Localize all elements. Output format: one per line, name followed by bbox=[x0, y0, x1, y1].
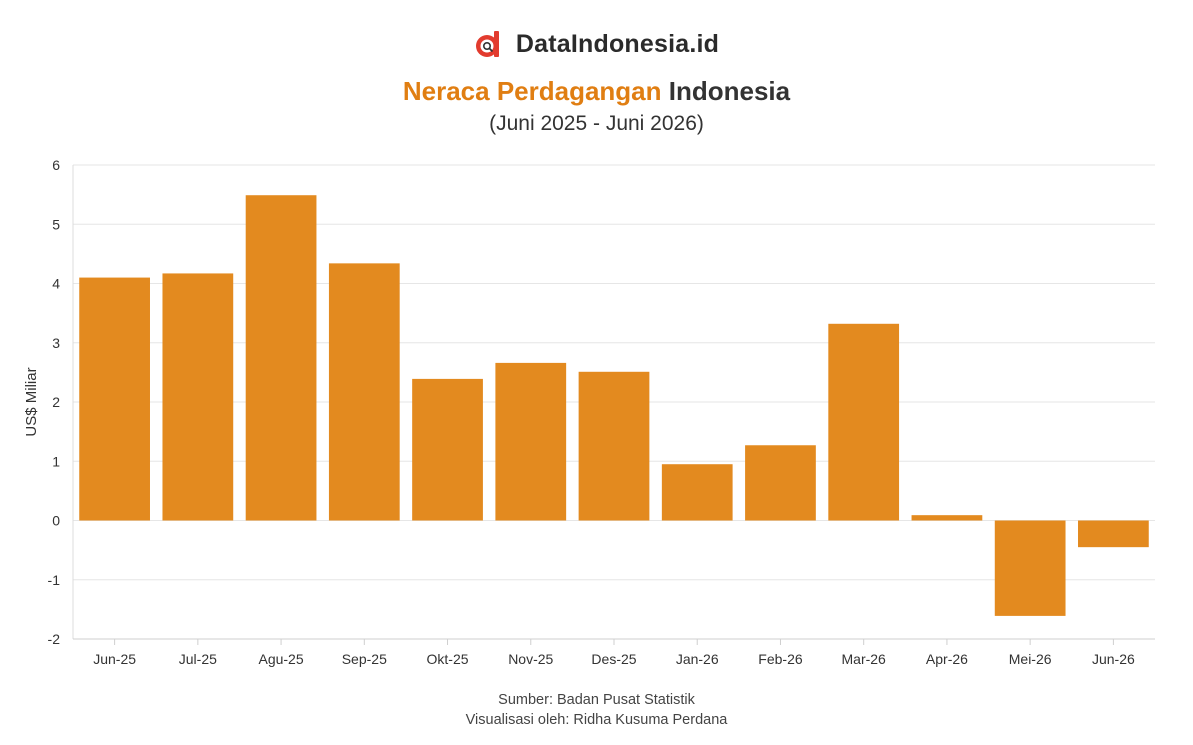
bar-jul-25 bbox=[162, 273, 234, 521]
bar-mei-26 bbox=[994, 520, 1066, 616]
chart-subtitle: (Juni 2025 - Juni 2026) bbox=[489, 112, 704, 135]
x-tick-label: Jun-26 bbox=[1092, 651, 1135, 667]
bar-okt-25 bbox=[412, 378, 483, 521]
bar-des-25 bbox=[578, 371, 650, 521]
x-tick-label: Okt-25 bbox=[427, 651, 469, 667]
x-tick-label: Des-25 bbox=[591, 651, 636, 667]
bar-jun-25 bbox=[79, 277, 150, 521]
chart-title-accent: Neraca Perdagangan bbox=[402, 76, 662, 106]
bar-jan-26 bbox=[661, 464, 733, 521]
y-tick-label: 0 bbox=[52, 513, 60, 529]
x-tick-label: Jul-25 bbox=[179, 651, 217, 667]
x-tick-label: Apr-26 bbox=[926, 651, 968, 667]
y-axis-label: US$ Miliar bbox=[23, 367, 40, 436]
x-tick-label: Nov-25 bbox=[508, 651, 553, 667]
y-tick-label: -2 bbox=[48, 631, 61, 647]
brand-header: DataIndonesia.id bbox=[0, 26, 1193, 62]
footer-source: Sumber: Badan Pusat Statistik bbox=[498, 692, 695, 708]
x-tick-label: Mar-26 bbox=[842, 651, 887, 667]
y-tick-label: 5 bbox=[52, 216, 60, 232]
dataindonesia-logo-icon bbox=[475, 31, 499, 57]
y-tick-label: -1 bbox=[48, 572, 61, 588]
bar-feb-26 bbox=[745, 445, 816, 521]
x-tick-label: Jun-25 bbox=[93, 651, 136, 667]
y-tick-label: 2 bbox=[52, 394, 60, 410]
bar-sep-25 bbox=[328, 263, 400, 521]
x-tick-label: Sep-25 bbox=[342, 651, 387, 667]
x-tick-label: Jan-26 bbox=[676, 651, 719, 667]
chart-title-rest: Indonesia bbox=[668, 76, 791, 106]
tick-labels: 6 5 4 3 2 1 0 -1 -2 Jun-25 Jul-25 Agu-25 Sep-25 Okt-2… bbox=[48, 157, 1135, 667]
bars bbox=[79, 195, 1149, 616]
y-tick-label: 3 bbox=[52, 335, 60, 351]
x-tick-label: Mei-26 bbox=[1009, 651, 1052, 667]
axes bbox=[72, 165, 1155, 645]
x-tick-label: Agu-25 bbox=[258, 651, 303, 667]
bar-jun-26 bbox=[1078, 520, 1149, 548]
bar-agu-25 bbox=[245, 195, 317, 521]
chart-title: Neraca Perdagangan Indonesia bbox=[0, 76, 1193, 107]
y-tick-label: 6 bbox=[52, 157, 60, 173]
bar-mar-26 bbox=[828, 323, 900, 521]
bar-nov-25 bbox=[495, 362, 567, 521]
y-tick-label: 1 bbox=[52, 453, 60, 469]
brand-name: DataIndonesia.id bbox=[515, 29, 720, 58]
x-tick-label: Feb-26 bbox=[758, 651, 803, 667]
bar-apr-26 bbox=[911, 515, 983, 521]
footer-credit: Visualisasi oleh: Ridha Kusuma Perdana bbox=[465, 712, 728, 728]
y-tick-label: 4 bbox=[52, 276, 60, 292]
